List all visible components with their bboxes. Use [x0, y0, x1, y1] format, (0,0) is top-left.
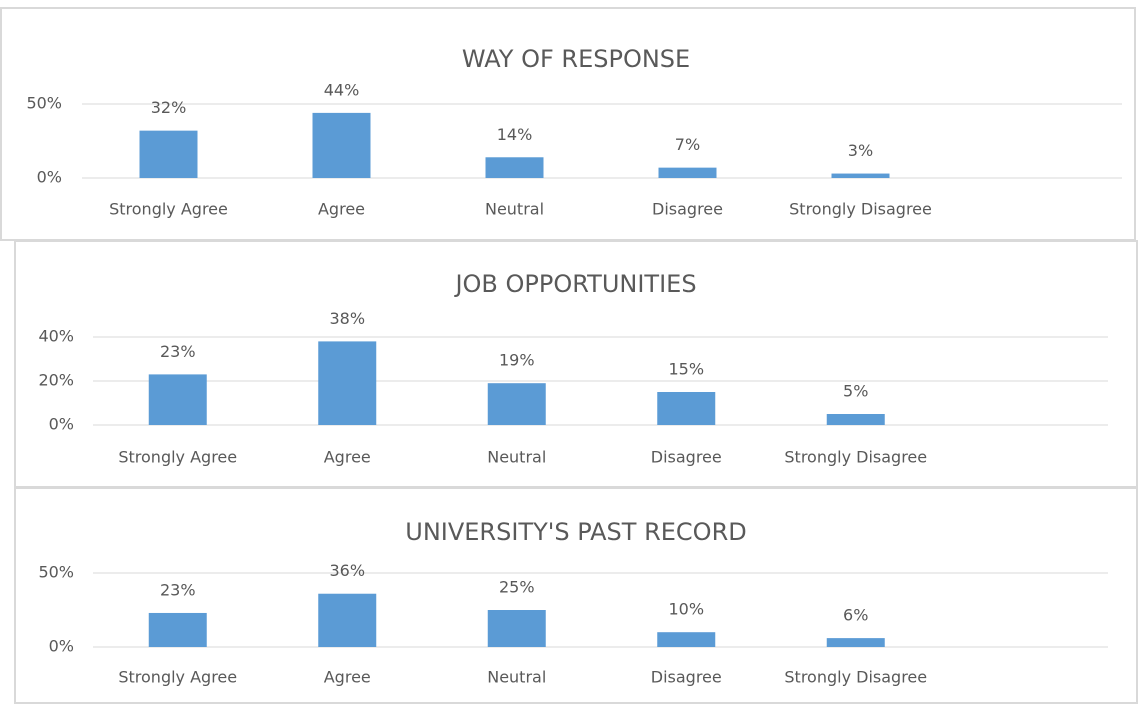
- x-tick-label: Strongly Disagree: [784, 668, 927, 687]
- x-tick-label: Disagree: [652, 200, 723, 219]
- x-tick-label: Disagree: [651, 448, 722, 467]
- data-label: 23%: [160, 342, 196, 361]
- x-tick-label: Disagree: [651, 668, 722, 687]
- chart-title: UNIVERSITY'S PAST RECORD: [405, 518, 746, 546]
- x-tick-label: Neutral: [487, 448, 546, 467]
- x-tick-label: Strongly Disagree: [789, 200, 932, 219]
- data-label: 10%: [668, 600, 704, 619]
- data-label: 6%: [843, 606, 868, 625]
- panel: [0, 7, 1136, 241]
- data-label: 44%: [324, 80, 360, 99]
- data-label: 14%: [497, 125, 533, 144]
- bar: [487, 383, 546, 425]
- x-tick-label: Neutral: [487, 668, 546, 687]
- data-label: 19%: [499, 351, 535, 370]
- bar: [487, 610, 546, 647]
- data-label: 25%: [499, 578, 535, 597]
- y-tick-label: 0%: [49, 415, 74, 434]
- bar: [826, 414, 885, 425]
- chart-title: WAY OF RESPONSE: [462, 45, 690, 73]
- data-label: 38%: [329, 309, 365, 328]
- data-label: 32%: [151, 98, 187, 117]
- bar: [831, 173, 890, 178]
- y-tick-label: 20%: [38, 371, 74, 390]
- data-label: 36%: [329, 561, 365, 580]
- bar: [148, 612, 207, 647]
- x-tick-label: Neutral: [485, 200, 544, 219]
- bar: [148, 374, 207, 425]
- x-tick-label: Strongly Agree: [118, 448, 237, 467]
- x-tick-label: Agree: [324, 448, 371, 467]
- bar: [485, 157, 544, 178]
- bar: [139, 130, 198, 178]
- bar: [657, 392, 716, 425]
- x-tick-label: Agree: [324, 668, 371, 687]
- x-tick-label: Strongly Agree: [109, 200, 228, 219]
- bar: [826, 638, 885, 647]
- data-label: 5%: [843, 382, 868, 401]
- y-tick-label: 0%: [49, 637, 74, 656]
- data-label: 7%: [675, 135, 700, 154]
- bar: [657, 632, 716, 647]
- data-label: 3%: [848, 141, 873, 160]
- y-tick-label: 40%: [38, 327, 74, 346]
- data-label: 15%: [668, 360, 704, 379]
- data-label: 23%: [160, 580, 196, 599]
- bar: [318, 341, 377, 425]
- panel: [14, 487, 1138, 704]
- bar: [312, 112, 371, 178]
- x-tick-label: Agree: [318, 200, 365, 219]
- x-tick-label: Strongly Disagree: [784, 448, 927, 467]
- x-tick-label: Strongly Agree: [118, 668, 237, 687]
- y-tick-label: 0%: [37, 168, 62, 187]
- bar: [658, 167, 717, 178]
- y-tick-label: 50%: [38, 563, 74, 582]
- chart-title: JOB OPPORTUNITIES: [453, 270, 696, 298]
- panel: [14, 240, 1138, 488]
- y-tick-label: 50%: [26, 94, 62, 113]
- bar: [318, 593, 377, 647]
